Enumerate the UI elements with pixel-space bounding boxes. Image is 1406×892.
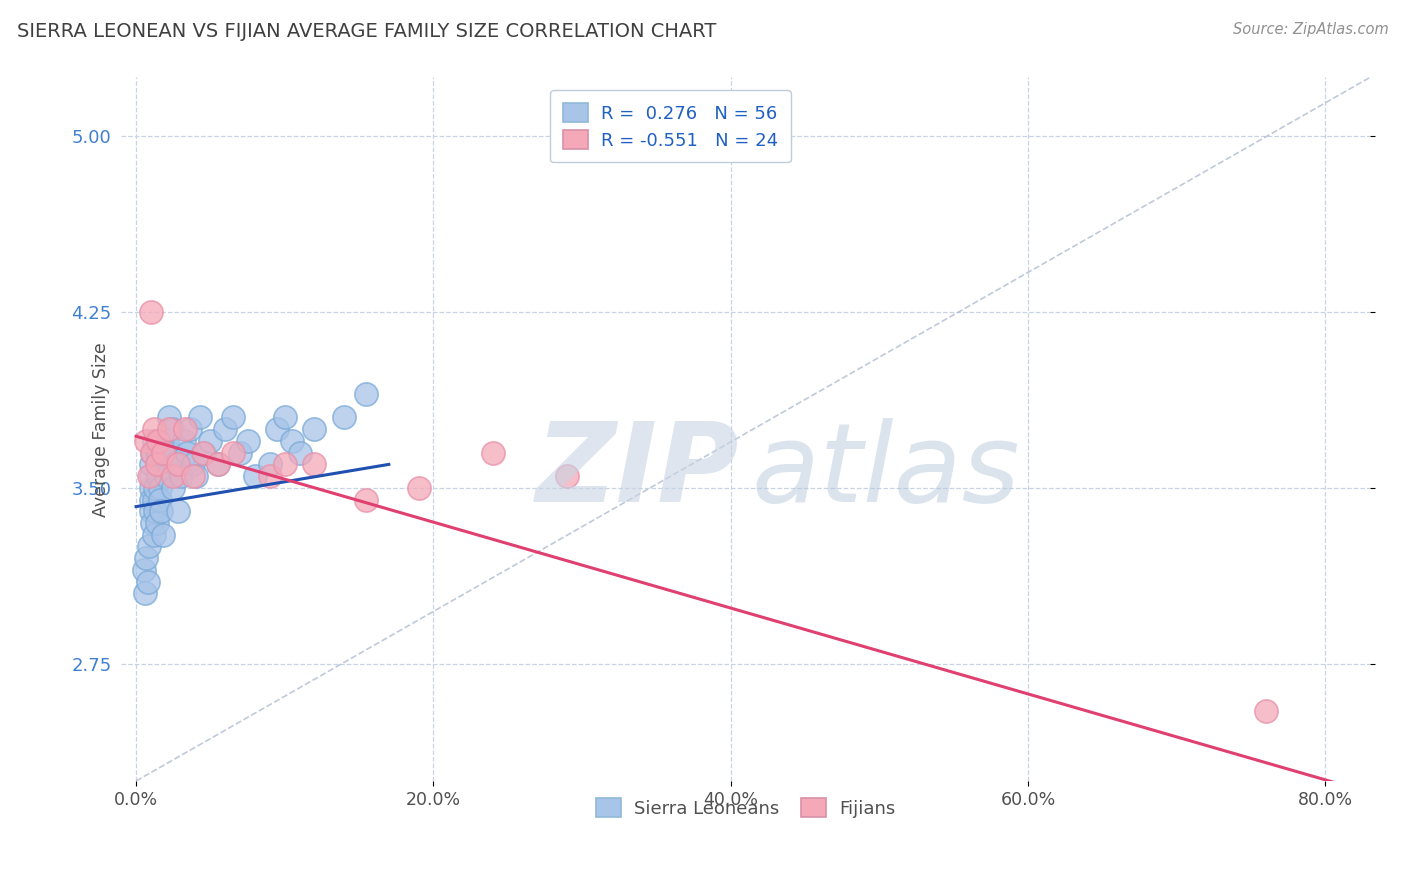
Point <box>408 481 430 495</box>
Point <box>148 434 170 448</box>
Point <box>157 410 180 425</box>
Point <box>146 458 169 472</box>
Point <box>181 469 204 483</box>
Text: ZIP: ZIP <box>536 418 740 524</box>
Point <box>139 458 162 472</box>
Point <box>482 445 505 459</box>
Point <box>191 445 214 459</box>
Point <box>142 527 165 541</box>
Point <box>139 469 162 483</box>
Point <box>179 422 201 436</box>
Point <box>145 481 167 495</box>
Point <box>163 458 186 472</box>
Text: Source: ZipAtlas.com: Source: ZipAtlas.com <box>1233 22 1389 37</box>
Point <box>135 434 157 448</box>
Point <box>146 458 169 472</box>
Point <box>139 481 162 495</box>
Point <box>157 422 180 436</box>
Point <box>142 422 165 436</box>
Point <box>304 422 326 436</box>
Point <box>184 469 207 483</box>
Point <box>142 434 165 448</box>
Point <box>243 469 266 483</box>
Point <box>142 492 165 507</box>
Point <box>139 305 162 319</box>
Point <box>214 422 236 436</box>
Point <box>150 504 173 518</box>
Point <box>229 445 252 459</box>
Point <box>1254 704 1277 718</box>
Point <box>259 458 281 472</box>
Point <box>281 434 304 448</box>
Point <box>156 434 179 448</box>
Point <box>176 445 198 459</box>
Point <box>152 527 174 541</box>
Point <box>136 574 159 589</box>
Y-axis label: Average Family Size: Average Family Size <box>93 342 110 516</box>
Point <box>141 516 163 530</box>
Point <box>174 422 197 436</box>
Point <box>149 492 172 507</box>
Legend: Sierra Leoneans, Fijians: Sierra Leoneans, Fijians <box>589 790 903 825</box>
Text: atlas: atlas <box>752 418 1021 524</box>
Point <box>181 458 204 472</box>
Point <box>141 445 163 459</box>
Point <box>259 469 281 483</box>
Point <box>304 458 326 472</box>
Point <box>207 458 229 472</box>
Point <box>266 422 288 436</box>
Point <box>222 410 245 425</box>
Point <box>148 469 170 483</box>
Point <box>148 445 170 459</box>
Point <box>155 469 177 483</box>
Text: SIERRA LEONEAN VS FIJIAN AVERAGE FAMILY SIZE CORRELATION CHART: SIERRA LEONEAN VS FIJIAN AVERAGE FAMILY … <box>17 22 716 41</box>
Point <box>146 516 169 530</box>
Point <box>134 586 156 600</box>
Point <box>162 481 184 495</box>
Point <box>170 469 193 483</box>
Point <box>132 563 155 577</box>
Point <box>200 434 222 448</box>
Point <box>207 458 229 472</box>
Point <box>162 469 184 483</box>
Point <box>333 410 356 425</box>
Point <box>135 551 157 566</box>
Point <box>139 504 162 518</box>
Point <box>274 458 297 472</box>
Point <box>188 410 211 425</box>
Point <box>288 445 311 459</box>
Point <box>149 481 172 495</box>
Point <box>222 445 245 459</box>
Point <box>141 445 163 459</box>
Point <box>160 422 183 436</box>
Point <box>145 504 167 518</box>
Point <box>138 469 160 483</box>
Point <box>159 445 181 459</box>
Point <box>236 434 259 448</box>
Point <box>152 445 174 459</box>
Point <box>193 445 215 459</box>
Point <box>138 540 160 554</box>
Point <box>555 469 578 483</box>
Point <box>166 458 188 472</box>
Point <box>274 410 297 425</box>
Point <box>173 434 195 448</box>
Point <box>356 387 378 401</box>
Point <box>139 492 162 507</box>
Point <box>356 492 378 507</box>
Point <box>166 504 188 518</box>
